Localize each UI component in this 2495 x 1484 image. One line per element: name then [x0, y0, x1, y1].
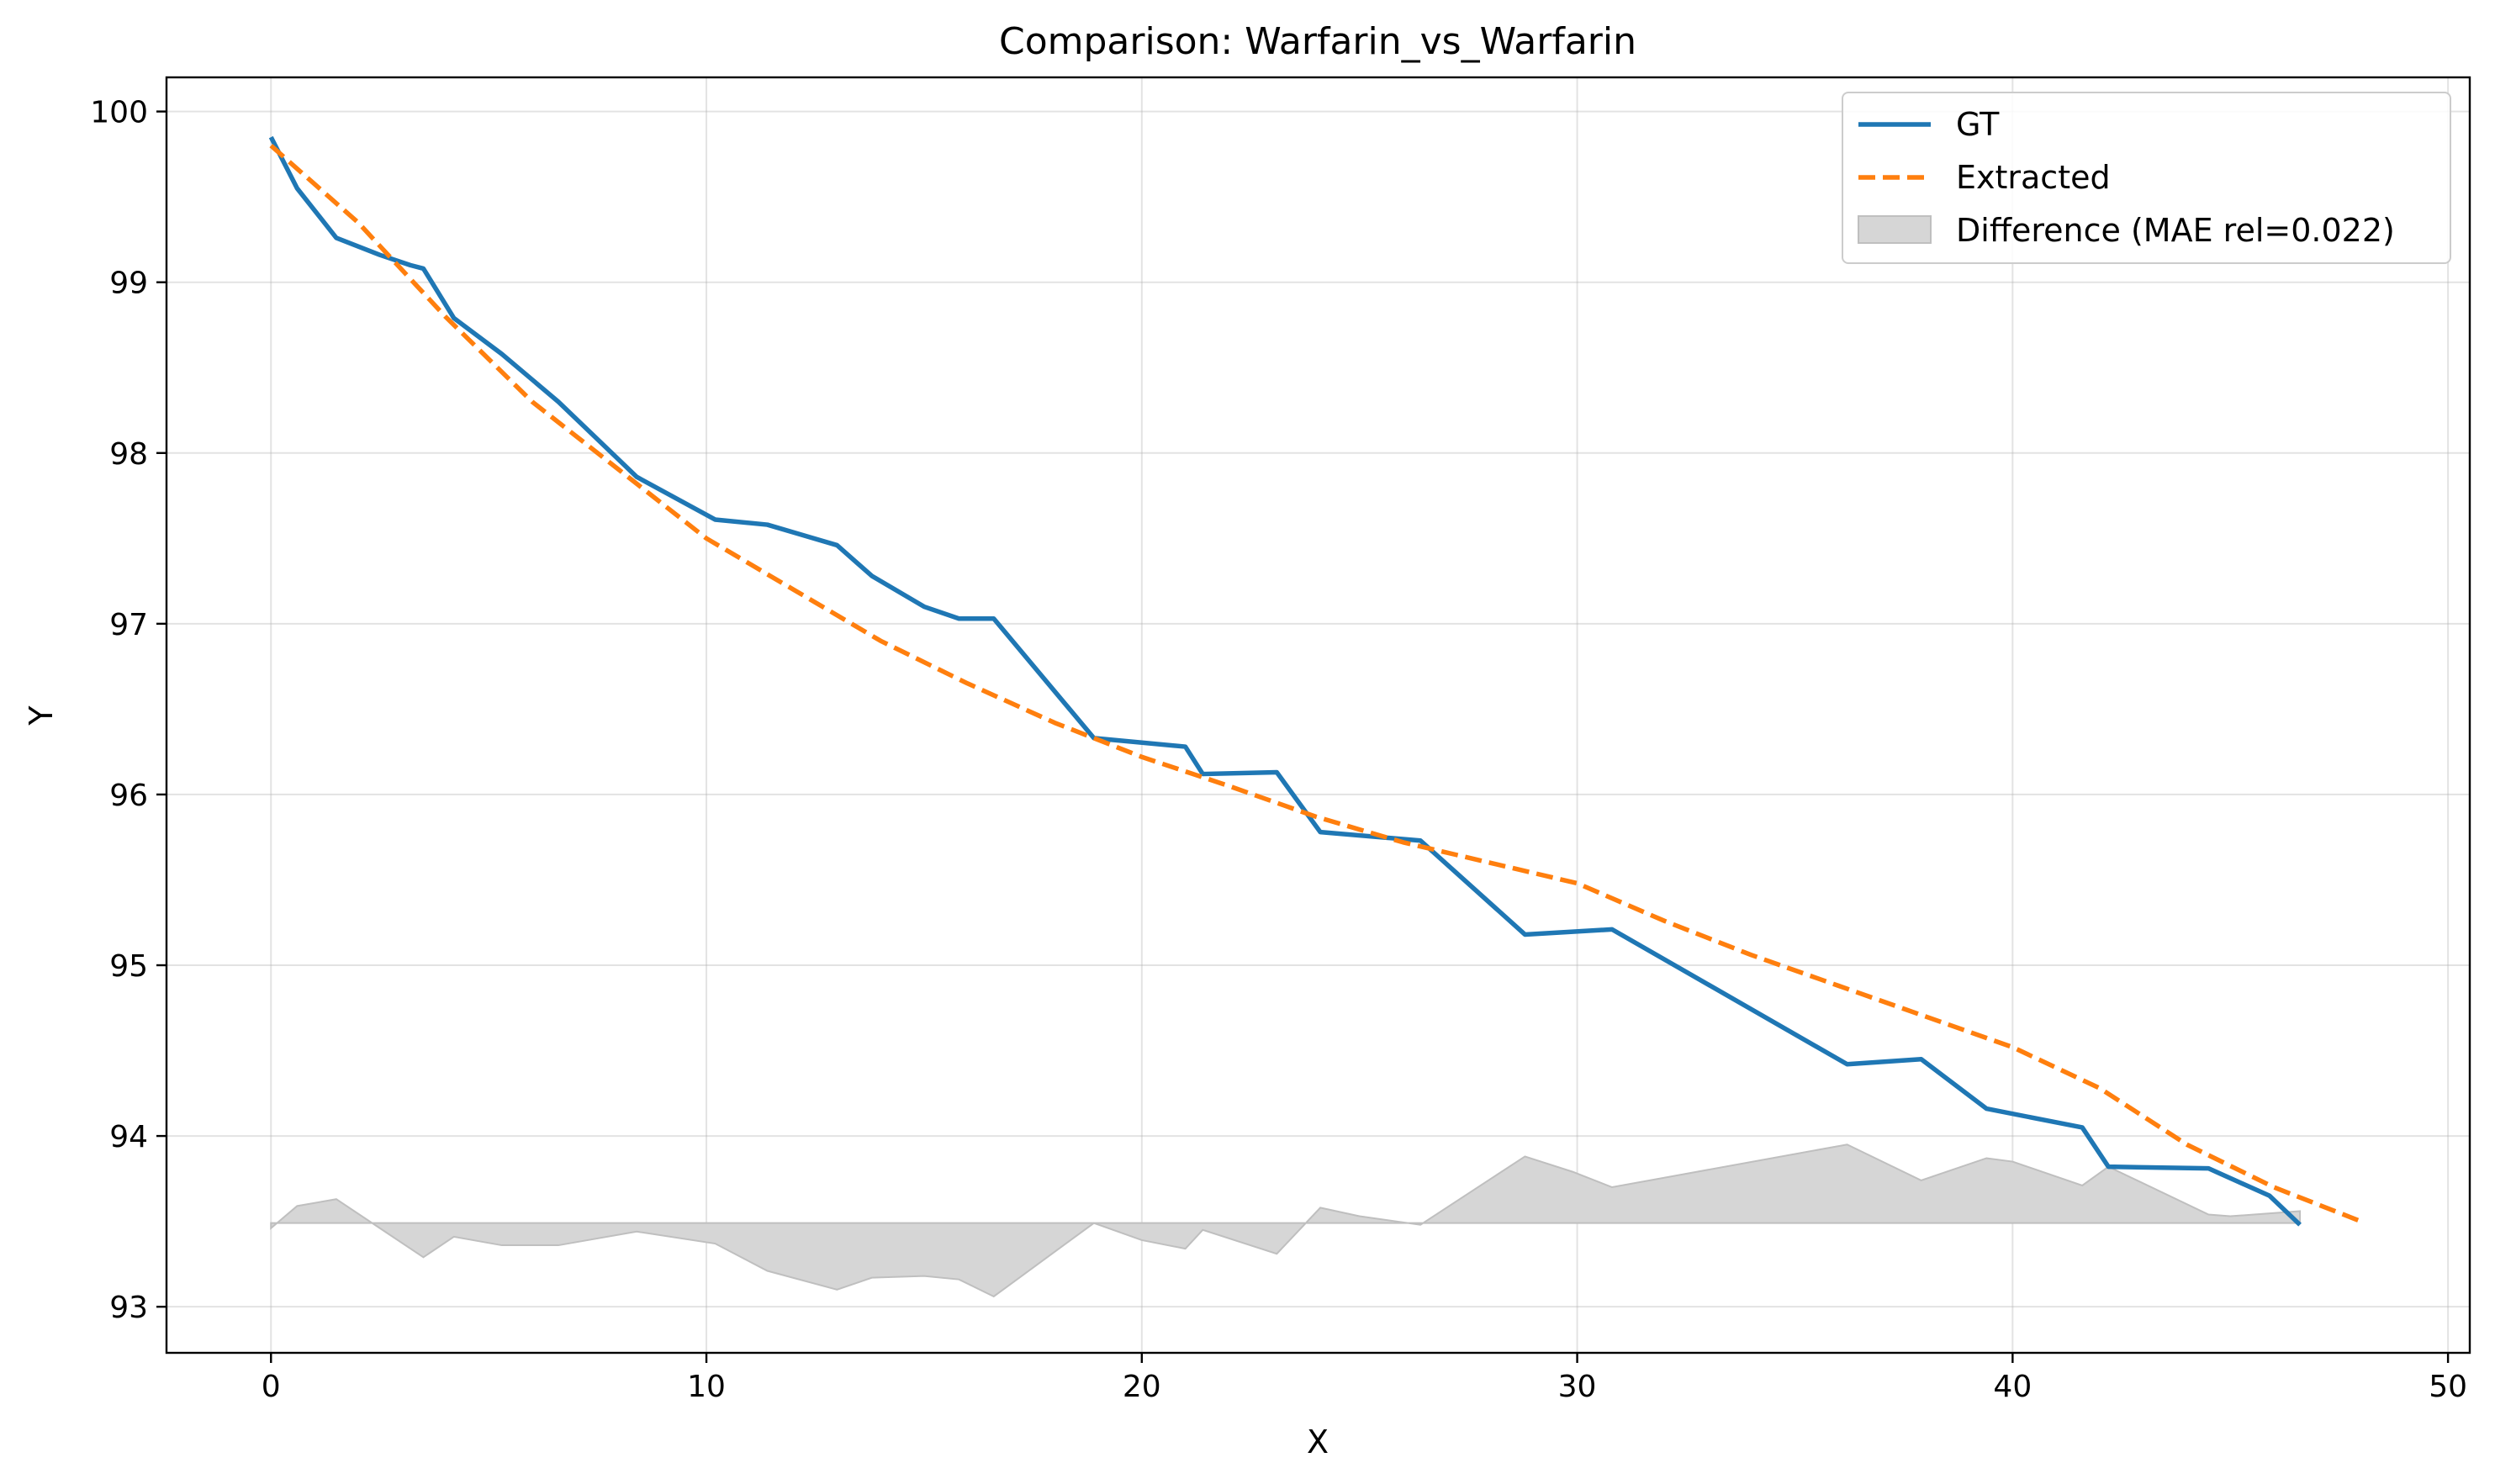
x-tick-label: 20: [1123, 1370, 1161, 1404]
x-tick-label: 30: [1558, 1370, 1597, 1404]
y-tick-label: 98: [109, 437, 148, 472]
legend-box: [1842, 92, 2451, 264]
legend: GT Extracted Difference (MAE rel=0.022): [1842, 92, 2451, 264]
chart-title: Comparison: Warfarin_vs_Warfarin: [999, 20, 1636, 63]
y-tick-label: 93: [109, 1291, 148, 1325]
x-tick-label: 0: [262, 1370, 281, 1404]
y-axis-label: Y: [23, 705, 60, 726]
series-line-extracted: [269, 144, 2362, 1224]
grid-lines: [167, 77, 2470, 1353]
difference-area: [270, 1143, 2302, 1298]
legend-label-extracted: Extracted: [1956, 159, 2111, 196]
difference-area-layer: [270, 1143, 2302, 1298]
x-axis-label: X: [1307, 1423, 1329, 1460]
y-tick-label: 95: [109, 949, 148, 984]
y-axis-ticks: 93 94 95 96 97 98 99 100: [90, 96, 167, 1325]
series-line-gt: [268, 135, 2302, 1227]
x-tick-label: 50: [2429, 1370, 2467, 1404]
legend-label-difference: Difference (MAE rel=0.022): [1956, 212, 2395, 249]
y-tick-label: 96: [109, 779, 148, 813]
y-tick-label: 99: [109, 267, 148, 301]
legend-label-gt: GT: [1956, 106, 2000, 143]
legend-swatch-difference: [1858, 215, 1932, 244]
x-tick-label: 40: [1993, 1370, 2032, 1404]
series-layer: [268, 135, 2362, 1227]
x-tick-label: 10: [687, 1370, 726, 1404]
y-tick-label: 97: [109, 608, 148, 642]
y-tick-label: 94: [109, 1120, 148, 1154]
x-axis-ticks: 0 10 20 30 40 50: [262, 1353, 2467, 1404]
y-tick-label: 100: [90, 96, 148, 130]
plot-frame: [165, 76, 2471, 1355]
